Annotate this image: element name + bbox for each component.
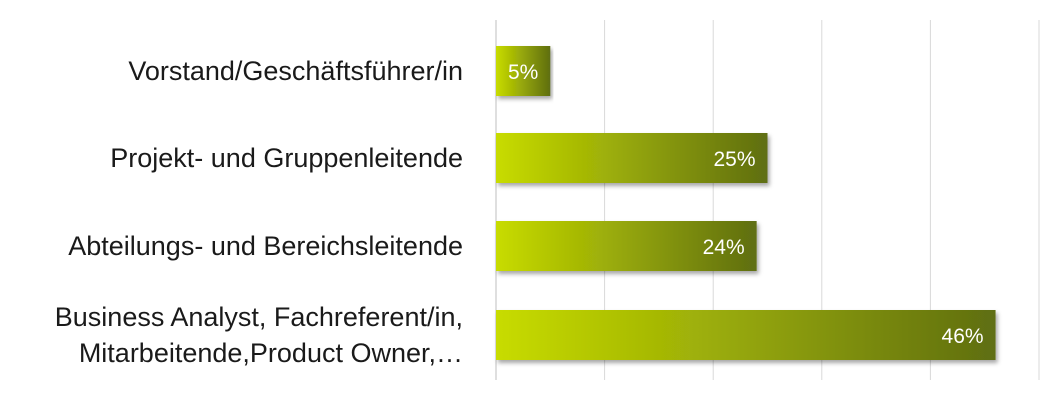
bar <box>496 221 757 271</box>
bar <box>496 310 996 360</box>
category-tick-label: Vorstand/Geschäftsführer/in <box>128 56 463 86</box>
bars <box>496 46 996 360</box>
category-labels: Vorstand/Geschäftsführer/in Projekt- und … <box>55 56 463 368</box>
category-tick-label: Business Analyst, Fachreferent/in, <box>55 302 463 332</box>
data-label: 5% <box>508 61 538 84</box>
data-label: 24% <box>703 236 745 259</box>
bar <box>496 133 768 183</box>
data-label: 25% <box>713 148 755 171</box>
data-label: 46% <box>942 325 984 348</box>
category-tick-label: Projekt- und Gruppenleitende <box>110 143 463 173</box>
bar <box>496 46 551 96</box>
category-tick-label: Mitarbeitende,Product Owner,… <box>79 338 463 368</box>
value-labels: 5% 25% 24% 46% <box>508 61 984 348</box>
category-tick-label: Abteilungs- und Bereichsleitende <box>68 231 463 261</box>
